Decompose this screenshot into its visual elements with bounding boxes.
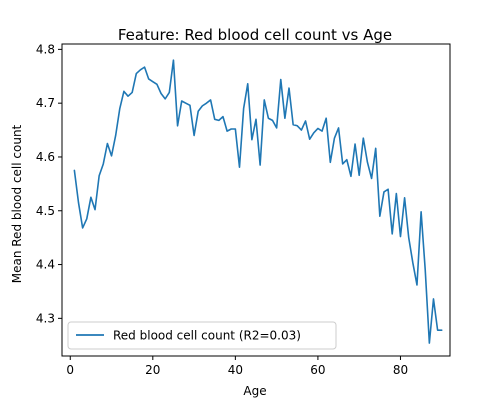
y-tick-label: 4.6 — [36, 150, 55, 164]
y-tick-label: 4.8 — [36, 42, 55, 56]
y-tick-label: 4.3 — [36, 311, 55, 325]
x-tick-label: 80 — [393, 363, 408, 377]
y-tick-label: 4.5 — [36, 204, 55, 218]
x-tick-label: 40 — [228, 363, 243, 377]
y-tick-label: 4.4 — [36, 258, 55, 272]
x-axis-label: Age — [243, 384, 266, 398]
x-tick-label: 60 — [310, 363, 325, 377]
x-tick-label: 0 — [66, 363, 74, 377]
plot-frame — [61, 43, 451, 357]
legend-box — [67, 321, 337, 350]
y-tick-label: 4.7 — [36, 96, 55, 110]
chart-title: Feature: Red blood cell count vs Age — [118, 26, 392, 44]
legend-label: Red blood cell count (R2=0.03) — [113, 329, 301, 343]
plot-area: 0 20 40 60 80 4.3 4.4 4.5 4.6 4.7 4.8 — [36, 42, 451, 377]
series-line-0 — [73, 59, 443, 344]
x-tick-label: 20 — [145, 363, 160, 377]
legend: Red blood cell count (R2=0.03) — [67, 321, 337, 350]
y-axis-label: Mean Red blood cell count — [10, 124, 24, 283]
